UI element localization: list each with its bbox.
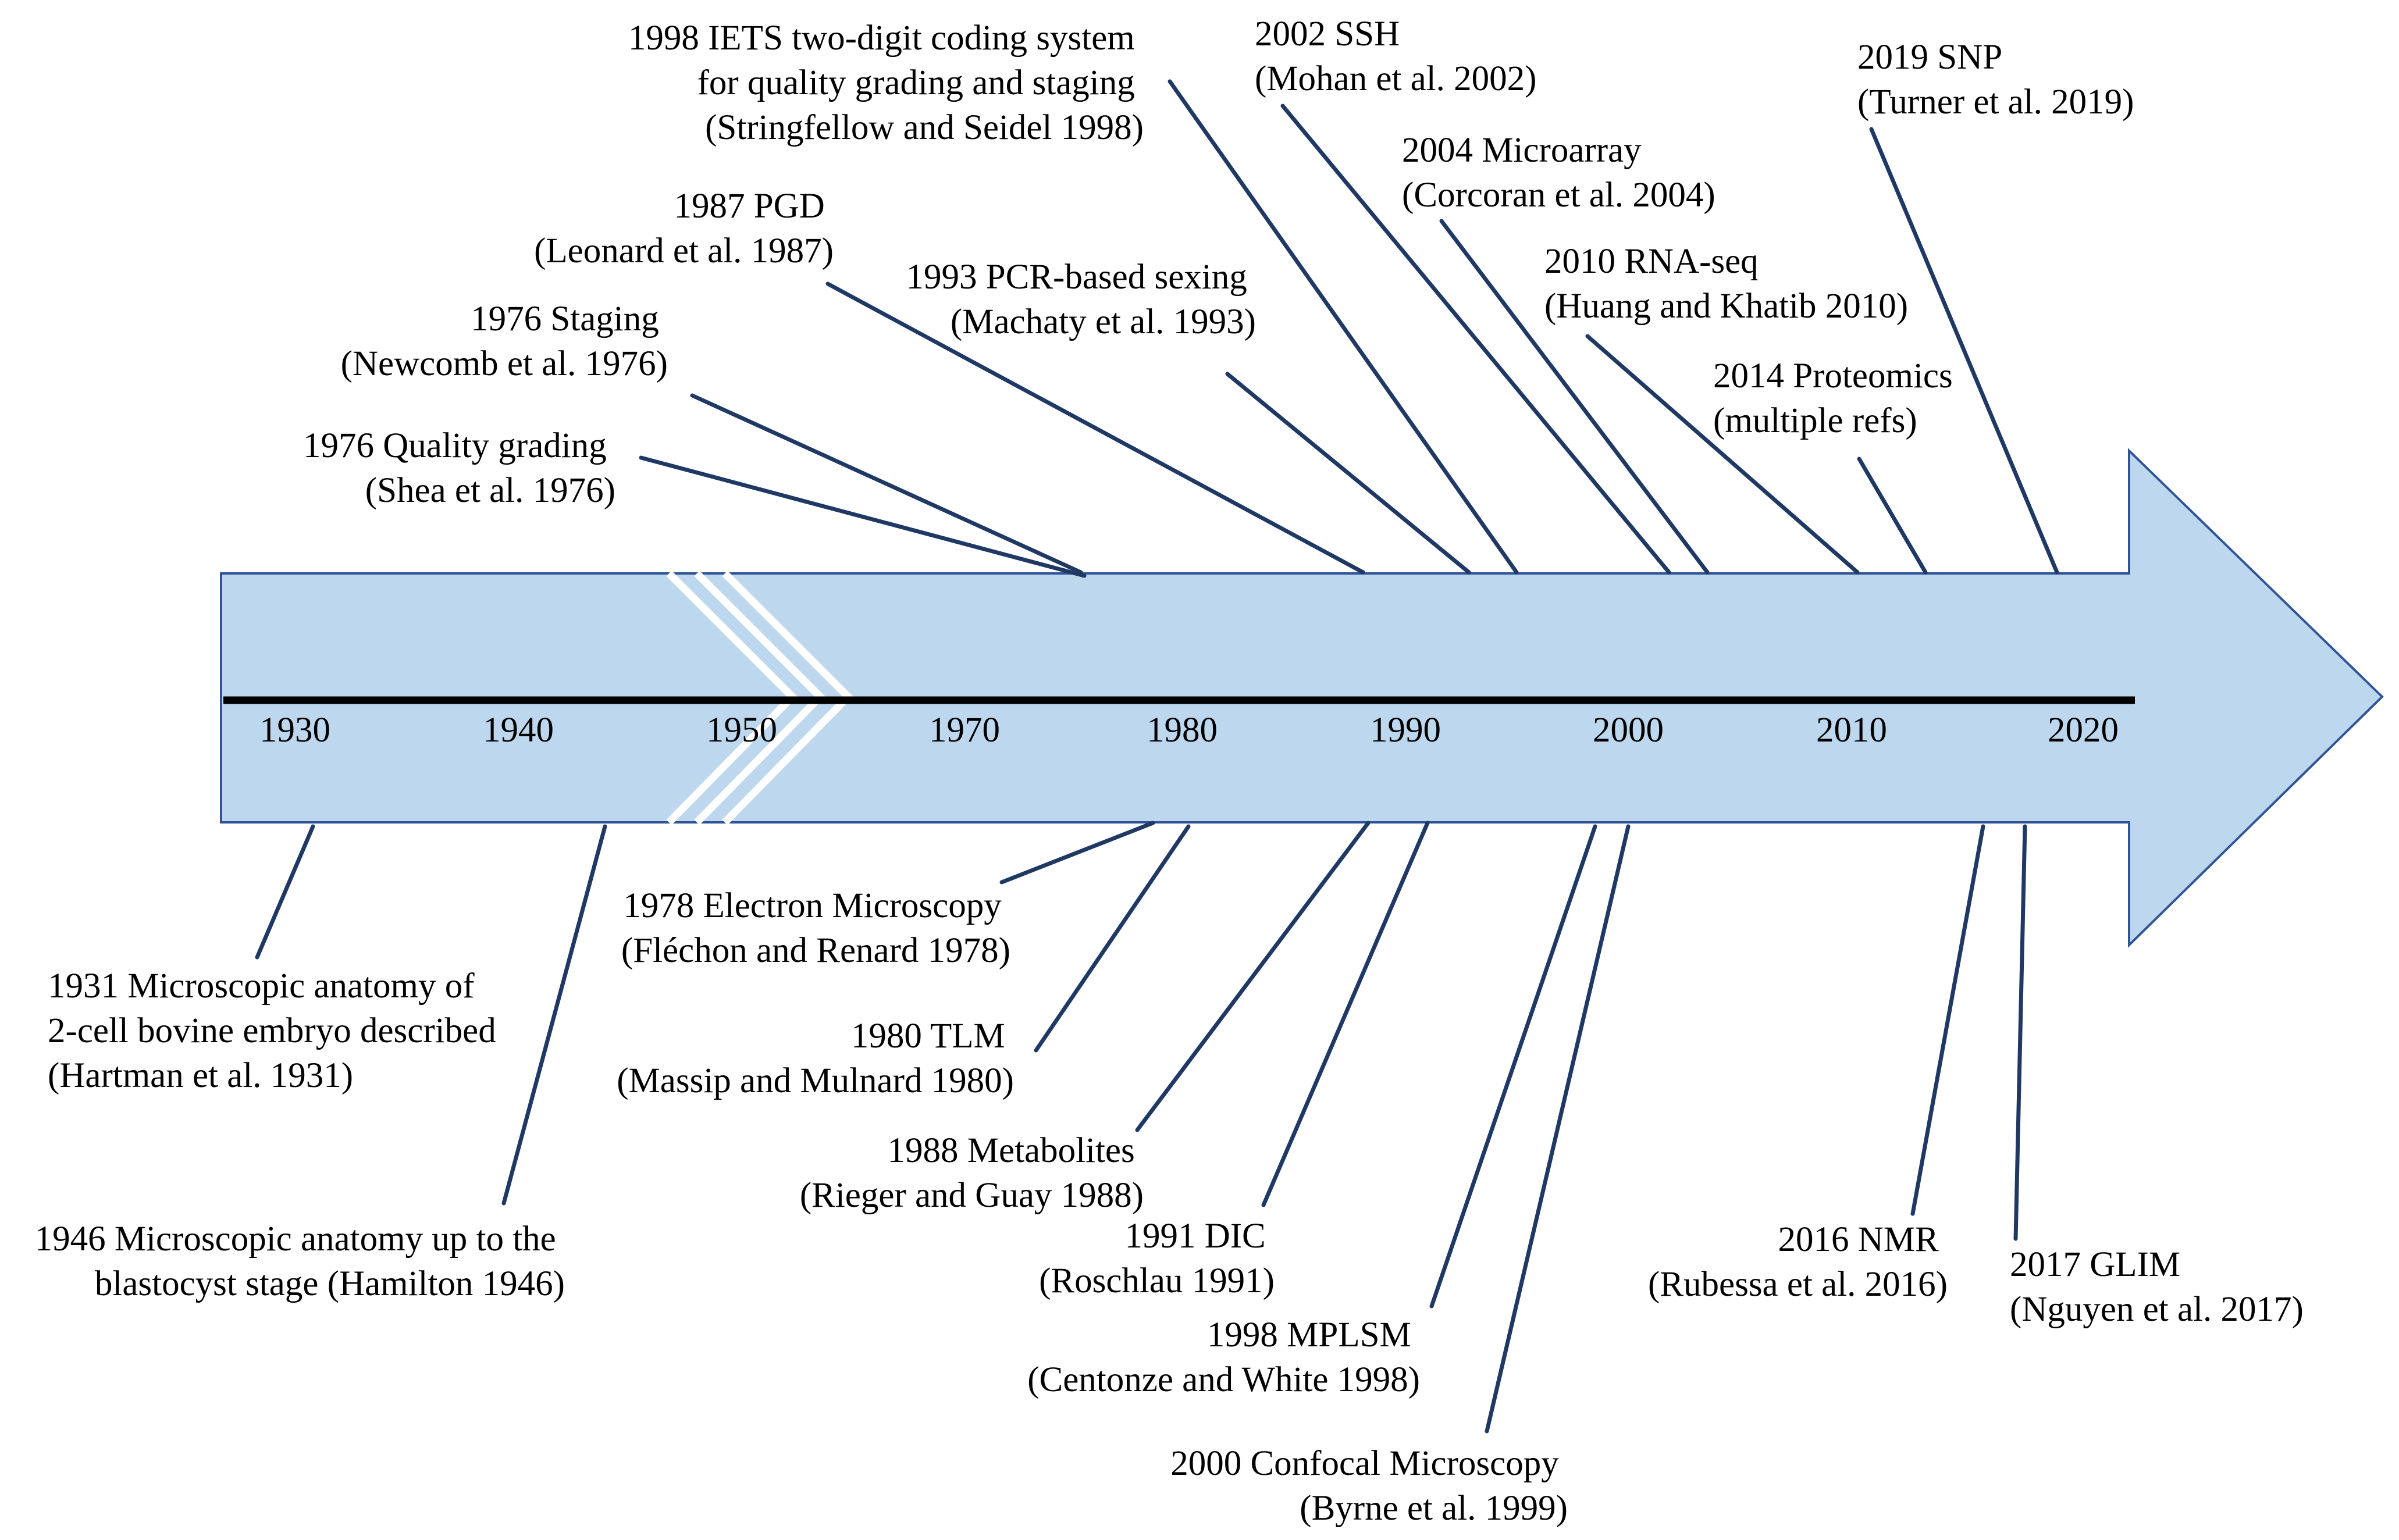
leader-line	[1135, 821, 1371, 1132]
event-1931-anatomy: 1931 Microscopic anatomy of 2-cell bovin…	[48, 824, 505, 1095]
event-2016-nmr: 2016 NMR (Rubessa et al. 2016)	[1648, 824, 1985, 1304]
year-2000: 2000	[1593, 711, 1664, 750]
event-1976-quality: 1976 Quality grading (Shea et al. 1976)	[303, 426, 1087, 578]
event-label: 2017 GLIM (Nguyen et al. 2017)	[2010, 1245, 2304, 1329]
event-2014-proteomics: 2014 Proteomics (multiple refs)	[1713, 357, 1962, 575]
event-label: 1998 IETS two-digit coding system for qu…	[628, 19, 1144, 147]
leader-line	[1869, 127, 2059, 575]
year-1940: 1940	[483, 711, 554, 750]
event-2000-confocal: 2000 Confocal Microscopy (Byrne et al. 1…	[1170, 824, 1631, 1528]
leader-line	[501, 824, 607, 1206]
event-label: 2010 RNA-seq (Huang and Khatib 2010)	[1544, 242, 1908, 326]
event-1998-iets: 1998 IETS two-digit coding system for qu…	[628, 19, 1519, 575]
year-1970: 1970	[929, 711, 1000, 750]
event-label: 1976 Staging (Newcomb et al. 1976)	[341, 300, 668, 383]
year-2020: 2020	[2048, 711, 2119, 750]
event-1991-dic: 1991 DIC (Roschlau 1991)	[1039, 821, 1430, 1300]
event-label: 1976 Quality grading (Shea et al. 1976)	[303, 426, 615, 510]
leader-line	[1034, 824, 1191, 1053]
year-2010: 2010	[1816, 711, 1887, 750]
event-1946-anatomy: 1946 Microscopic anatomy up to the blast…	[35, 824, 607, 1303]
event-1978-em: 1978 Electron Microscopy (Fléchon and Re…	[621, 821, 1155, 970]
event-label: 1998 MPLSM (Centonze and White 1998)	[1027, 1316, 1420, 1399]
leader-line	[1910, 824, 1985, 1216]
event-label: 1993 PCR-based sexing (Machaty et al. 19…	[906, 258, 1256, 341]
event-2002-ssh: 2002 SSH (Mohan et al. 2002)	[1255, 15, 1671, 575]
event-1987-pgd: 1987 PGD (Leonard et al. 1987)	[534, 187, 1365, 575]
event-label: 2014 Proteomics (multiple refs)	[1713, 357, 1962, 440]
event-2004-microarray: 2004 Microarray (Corcoran et al. 2004)	[1402, 131, 1715, 575]
axis-year-labels: 1930 1940 1950 1970 1980 1990 2000 2010 …	[259, 711, 2119, 750]
year-1930: 1930	[259, 711, 330, 750]
event-label: 1980 TLM (Massip and Mulnard 1980)	[617, 1017, 1014, 1100]
event-2019-snp: 2019 SNP (Turner et al. 2019)	[1857, 38, 2134, 575]
leader-line	[1168, 79, 1519, 575]
leader-line	[1225, 372, 1471, 575]
event-label: 1978 Electron Microscopy (Fléchon and Re…	[621, 886, 1010, 970]
leader-line	[1857, 457, 1928, 575]
leader-line	[255, 824, 315, 960]
event-label: 2002 SSH (Mohan et al. 2002)	[1255, 15, 1537, 98]
event-label: 1991 DIC (Roschlau 1991)	[1039, 1217, 1275, 1300]
year-1980: 1980	[1147, 711, 1218, 750]
event-label: 1946 Microscopic anatomy up to the blast…	[35, 1220, 565, 1303]
event-label: 2000 Confocal Microscopy (Byrne et al. 1…	[1170, 1444, 1568, 1528]
leader-line	[999, 821, 1155, 885]
leader-line	[1585, 334, 1860, 575]
leader-line	[1280, 104, 1671, 575]
leader-line	[1485, 824, 1631, 1434]
event-label: 1987 PGD (Leonard et al. 1987)	[534, 187, 834, 270]
event-2017-glim: 2017 GLIM (Nguyen et al. 2017)	[2010, 824, 2304, 1329]
leader-line	[1439, 219, 1710, 575]
event-label: 1931 Microscopic anatomy of 2-cell bovin…	[48, 967, 505, 1095]
leader-line	[639, 455, 1087, 578]
year-1990: 1990	[1370, 711, 1441, 750]
leader-line	[825, 281, 1365, 575]
event-label: 2004 Microarray (Corcoran et al. 2004)	[1402, 131, 1715, 215]
event-1993-pcr: 1993 PCR-based sexing (Machaty et al. 19…	[906, 258, 1471, 575]
event-label: 1988 Metabolites (Rieger and Guay 1988)	[800, 1131, 1144, 1215]
event-label: 2016 NMR (Rubessa et al. 2016)	[1648, 1220, 1948, 1304]
leader-line	[1429, 824, 1597, 1309]
event-label: 2019 SNP (Turner et al. 2019)	[1857, 38, 2134, 122]
leader-line	[690, 393, 1083, 575]
leader-line	[2013, 824, 2027, 1241]
event-1998-mplsm: 1998 MPLSM (Centonze and White 1998)	[1027, 824, 1597, 1399]
event-2010-rnaseq: 2010 RNA-seq (Huang and Khatib 2010)	[1544, 242, 1908, 575]
year-1950: 1950	[706, 711, 777, 750]
event-1988-metabolites: 1988 Metabolites (Rieger and Guay 1988)	[800, 821, 1371, 1215]
leader-line	[1261, 821, 1430, 1207]
event-1976-staging: 1976 Staging (Newcomb et al. 1976)	[341, 300, 1083, 575]
event-1980-tlm: 1980 TLM (Massip and Mulnard 1980)	[617, 824, 1191, 1100]
